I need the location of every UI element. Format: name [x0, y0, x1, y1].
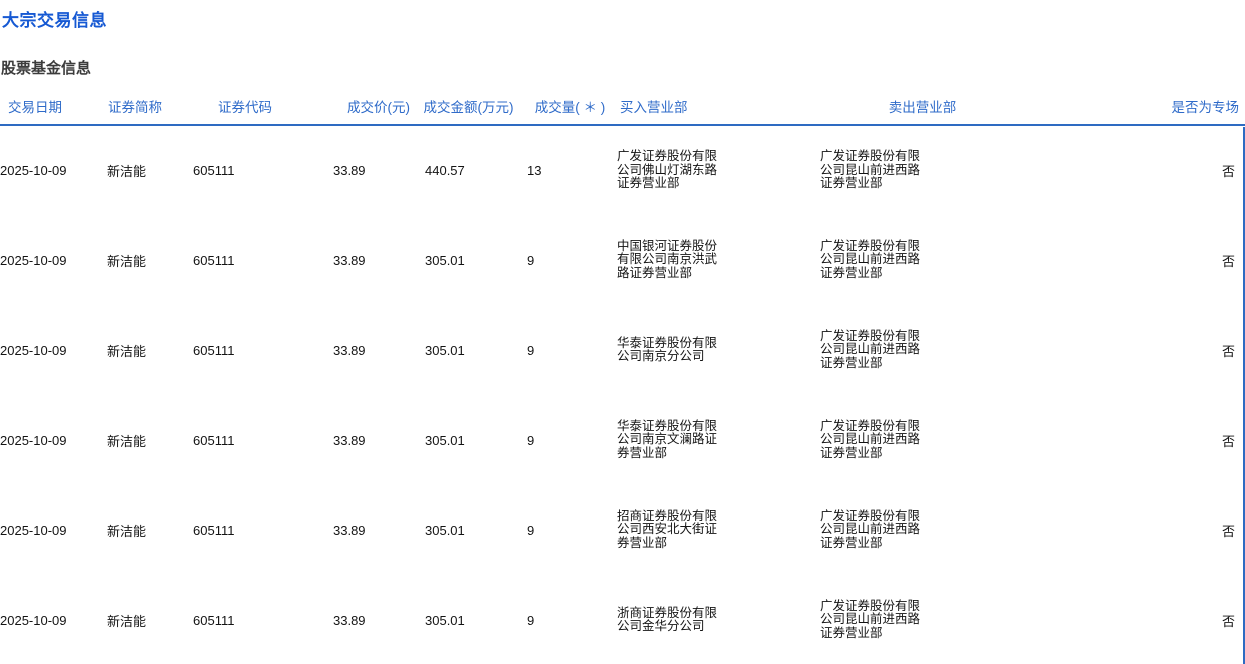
- column-header-is-special: 是否为专场: [1035, 78, 1245, 126]
- buy-branch-text: 中国银河证券股份有限公司南京洪武路证券营业部: [617, 238, 718, 280]
- cell-amount: 305.01: [425, 252, 465, 268]
- cell-sell-branch: 广发证券股份有限公司昆山前进西路证券营业部: [810, 485, 1035, 575]
- vertical-scrollbar[interactable]: [1243, 127, 1245, 664]
- cell-is-special: 否: [1221, 164, 1235, 179]
- cell-security-code: 605111: [193, 432, 235, 448]
- buy-branch-text: 华泰证券股份有限公司南京分公司: [617, 335, 718, 363]
- cell-security-name: 新洁能: [107, 433, 147, 449]
- cell-security-name: 新洁能: [107, 613, 147, 629]
- buy-branch-text: 华泰证券股份有限公司南京文澜路证券营业部: [617, 418, 718, 460]
- sell-branch-text: 广发证券股份有限公司昆山前进西路证券营业部: [820, 149, 921, 191]
- cell-is-special: 否: [1221, 523, 1235, 539]
- cell-sell-branch: 广发证券股份有限公司昆山前进西路证券营业部: [810, 305, 1035, 395]
- cell-security-code: 605111: [193, 342, 235, 358]
- table-row: 2025-10-09 新洁能 605111 33.89 305.01 9 招商证…: [0, 485, 1245, 575]
- cell-is-special: 否: [1221, 433, 1235, 449]
- cell-security-code: 605111: [193, 252, 235, 268]
- cell-trade-date: 2025-10-09: [0, 432, 67, 448]
- table-header-row: 交易日期 证券简称 证券代码 成交价(元) 成交金额(万元) 成交量( ＊ ) …: [0, 78, 1245, 126]
- sell-branch-text: 广发证券股份有限公司昆山前进西路证券营业部: [820, 418, 921, 460]
- cell-price: 33.89: [333, 432, 366, 448]
- table-row: 2025-10-09 新洁能 605111 33.89 305.01 9 华泰证…: [0, 305, 1245, 395]
- cell-amount: 305.01: [425, 342, 465, 358]
- cell-buy-branch: 浙商证券股份有限公司金华分公司: [615, 575, 810, 664]
- column-header-security-name: 证券简称: [90, 78, 180, 126]
- cell-security-code: 605111: [193, 163, 235, 178]
- cell-volume: 9: [527, 432, 535, 448]
- cell-buy-branch: 华泰证券股份有限公司南京文澜路证券营业部: [615, 395, 810, 485]
- cell-amount: 305.01: [425, 612, 465, 628]
- cell-volume: 9: [527, 252, 535, 268]
- cell-is-special: 否: [1221, 253, 1235, 269]
- column-header-buy-branch: 买入营业部: [615, 78, 810, 126]
- cell-buy-branch: 中国银河证券股份有限公司南京洪武路证券营业部: [615, 215, 810, 305]
- cell-price: 33.89: [333, 163, 366, 178]
- cell-buy-branch: 广发证券股份有限公司佛山灯湖东路证券营业部: [615, 125, 810, 215]
- cell-security-code: 605111: [193, 612, 235, 628]
- cell-trade-date: 2025-10-09: [0, 522, 67, 538]
- cell-sell-branch: 广发证券股份有限公司昆山前进西路证券营业部: [810, 395, 1035, 485]
- column-header-trade-date: 交易日期: [0, 78, 90, 126]
- cell-volume: 9: [527, 522, 535, 538]
- cell-trade-date: 2025-10-09: [0, 612, 67, 628]
- cell-price: 33.89: [333, 612, 366, 628]
- cell-volume: 13: [527, 163, 542, 178]
- cell-price: 33.89: [333, 252, 366, 268]
- cell-security-code: 605111: [193, 522, 235, 538]
- cell-security-name: 新洁能: [107, 253, 147, 269]
- column-header-sell-branch: 卖出营业部: [810, 78, 1035, 126]
- column-header-security-code: 证券代码: [180, 78, 310, 126]
- cell-amount: 305.01: [425, 522, 465, 538]
- table-row: 2025-10-09 新洁能 605111 33.89 305.01 9 浙商证…: [0, 575, 1245, 664]
- table-row: 2025-10-09 新洁能 605111 33.89 305.01 9 华泰证…: [0, 395, 1245, 485]
- table-row: 2025-10-09 新洁能 605111 33.89 440.57 13 广发…: [0, 125, 1245, 215]
- cell-price: 33.89: [333, 342, 366, 358]
- cell-volume: 9: [527, 342, 535, 358]
- buy-branch-text: 浙商证券股份有限公司金华分公司: [617, 605, 718, 633]
- column-header-volume: 成交量( ＊ ): [525, 78, 615, 126]
- cell-is-special: 否: [1221, 343, 1235, 359]
- cell-buy-branch: 招商证券股份有限公司西安北大街证券营业部: [615, 485, 810, 575]
- cell-sell-branch: 广发证券股份有限公司昆山前进西路证券营业部: [810, 125, 1035, 215]
- cell-security-name: 新洁能: [107, 343, 147, 359]
- buy-branch-text: 广发证券股份有限公司佛山灯湖东路证券营业部: [617, 149, 718, 191]
- cell-sell-branch: 广发证券股份有限公司昆山前进西路证券营业部: [810, 575, 1035, 664]
- page-title: 大宗交易信息: [2, 11, 107, 30]
- sell-branch-text: 广发证券股份有限公司昆山前进西路证券营业部: [820, 508, 921, 550]
- cell-volume: 9: [527, 612, 535, 628]
- block-trade-page: 大宗交易信息 股票基金信息 交易日期 证券简称 证券代码 成交价(元) 成交金额…: [0, 6, 1245, 664]
- section-title: 股票基金信息: [1, 60, 92, 77]
- cell-trade-date: 2025-10-09: [0, 163, 67, 178]
- cell-security-name: 新洁能: [107, 164, 147, 179]
- cell-sell-branch: 广发证券股份有限公司昆山前进西路证券营业部: [810, 215, 1035, 305]
- cell-amount: 440.57: [425, 163, 465, 178]
- column-header-price: 成交价(元): [310, 78, 412, 126]
- cell-buy-branch: 华泰证券股份有限公司南京分公司: [615, 305, 810, 395]
- table-row: 2025-10-09 新洁能 605111 33.89 305.01 9 中国银…: [0, 215, 1245, 305]
- cell-security-name: 新洁能: [107, 523, 147, 539]
- column-header-amount: 成交金额(万元): [412, 78, 525, 126]
- sell-branch-text: 广发证券股份有限公司昆山前进西路证券营业部: [820, 238, 921, 280]
- sell-branch-text: 广发证券股份有限公司昆山前进西路证券营业部: [820, 328, 921, 370]
- sell-branch-text: 广发证券股份有限公司昆山前进西路证券营业部: [820, 598, 921, 640]
- buy-branch-text: 招商证券股份有限公司西安北大街证券营业部: [617, 508, 718, 550]
- block-trades-table: 交易日期 证券简称 证券代码 成交价(元) 成交金额(万元) 成交量( ＊ ) …: [0, 78, 1245, 664]
- cell-trade-date: 2025-10-09: [0, 342, 67, 358]
- cell-price: 33.89: [333, 522, 366, 538]
- cell-is-special: 否: [1221, 613, 1235, 629]
- cell-amount: 305.01: [425, 432, 465, 448]
- cell-trade-date: 2025-10-09: [0, 252, 67, 268]
